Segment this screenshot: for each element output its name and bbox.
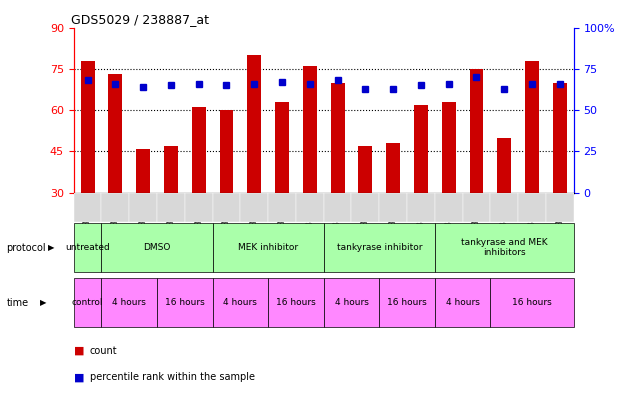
Text: percentile rank within the sample: percentile rank within the sample <box>90 373 254 382</box>
Bar <box>546 193 574 222</box>
Text: 16 hours: 16 hours <box>512 298 552 307</box>
Bar <box>490 278 574 327</box>
Bar <box>213 223 324 272</box>
Bar <box>469 69 483 193</box>
Bar <box>407 193 435 222</box>
Bar <box>358 146 372 193</box>
Bar <box>164 146 178 193</box>
Bar <box>518 193 546 222</box>
Bar <box>129 193 157 222</box>
Text: 4 hours: 4 hours <box>445 298 479 307</box>
Text: 16 hours: 16 hours <box>276 298 316 307</box>
Bar <box>379 193 407 222</box>
Bar <box>490 193 518 222</box>
Bar <box>525 61 539 193</box>
Text: ■: ■ <box>74 373 84 382</box>
Bar <box>81 61 95 193</box>
Bar <box>553 83 567 193</box>
Bar <box>185 193 213 222</box>
Bar <box>275 102 289 193</box>
Bar <box>331 83 345 193</box>
Text: tankyrase and MEK
inhibitors: tankyrase and MEK inhibitors <box>461 238 547 257</box>
Text: ▶: ▶ <box>48 243 54 252</box>
Bar <box>268 278 324 327</box>
Text: 16 hours: 16 hours <box>387 298 427 307</box>
Bar <box>137 149 150 193</box>
Bar <box>192 107 206 193</box>
Bar <box>463 193 490 222</box>
Text: tankyrase inhibitor: tankyrase inhibitor <box>337 243 422 252</box>
Bar <box>74 193 101 222</box>
Bar <box>101 193 129 222</box>
Bar <box>157 193 185 222</box>
Bar <box>497 138 512 193</box>
Bar <box>240 193 268 222</box>
Bar <box>296 193 324 222</box>
Bar <box>101 278 157 327</box>
Bar <box>101 223 213 272</box>
Bar <box>324 278 379 327</box>
Text: control: control <box>72 298 103 307</box>
Text: ■: ■ <box>74 346 84 356</box>
Bar <box>442 102 456 193</box>
Bar <box>324 223 435 272</box>
Bar <box>351 193 379 222</box>
Bar <box>74 278 101 327</box>
Text: protocol: protocol <box>6 242 46 253</box>
Text: GDS5029 / 238887_at: GDS5029 / 238887_at <box>71 13 209 26</box>
Bar <box>435 278 490 327</box>
Bar <box>213 278 268 327</box>
Bar <box>414 105 428 193</box>
Text: DMSO: DMSO <box>144 243 171 252</box>
Bar <box>268 193 296 222</box>
Bar <box>435 193 463 222</box>
Text: untreated: untreated <box>65 243 110 252</box>
Text: 4 hours: 4 hours <box>224 298 257 307</box>
Text: MEK inhibitor: MEK inhibitor <box>238 243 298 252</box>
Bar <box>108 74 122 193</box>
Bar <box>379 278 435 327</box>
Text: 16 hours: 16 hours <box>165 298 204 307</box>
Bar <box>303 66 317 193</box>
Bar <box>213 193 240 222</box>
Bar <box>386 143 400 193</box>
Text: count: count <box>90 346 117 356</box>
Bar <box>74 223 101 272</box>
Text: time: time <box>6 298 29 308</box>
Bar <box>157 278 213 327</box>
Bar <box>247 55 262 193</box>
Bar <box>435 223 574 272</box>
Bar <box>219 110 233 193</box>
Text: 4 hours: 4 hours <box>112 298 146 307</box>
Text: ▶: ▶ <box>40 298 47 307</box>
Text: 4 hours: 4 hours <box>335 298 369 307</box>
Bar <box>324 193 351 222</box>
